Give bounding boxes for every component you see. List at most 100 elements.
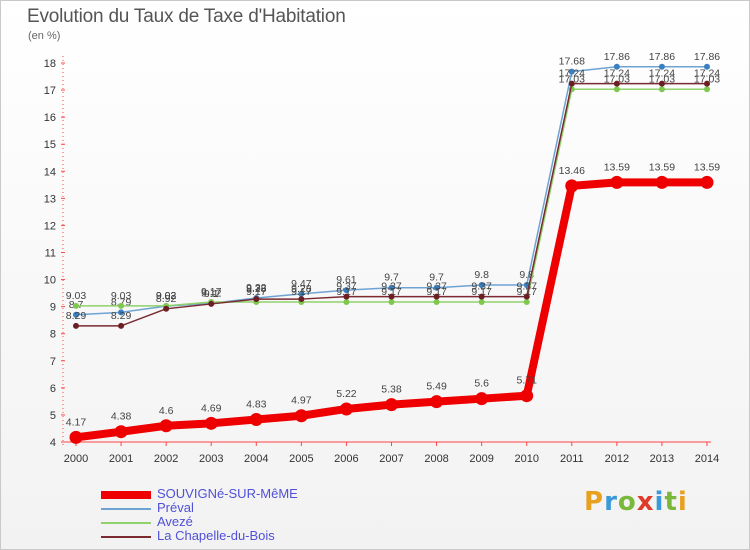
x-tick-label: 2001 xyxy=(109,453,133,465)
data-label: 4.6 xyxy=(159,405,174,417)
data-label: 9.17 xyxy=(516,286,537,298)
data-point xyxy=(565,179,579,193)
data-label: 9.17 xyxy=(246,286,267,298)
data-label: 17.86 xyxy=(604,51,630,63)
data-label: 9.17 xyxy=(336,286,357,298)
data-point xyxy=(73,302,79,309)
logo-letter: o xyxy=(617,487,637,517)
data-label: 17.24 xyxy=(604,68,630,80)
logo-letter: x xyxy=(636,487,655,517)
legend-item: Avezé xyxy=(101,514,401,529)
data-point xyxy=(478,299,485,306)
data-point xyxy=(73,322,79,329)
data-point xyxy=(430,395,444,409)
y-tick-label: 9 xyxy=(50,302,56,314)
data-label: 9.03 xyxy=(156,290,177,302)
data-point xyxy=(568,68,575,75)
data-label: 17.68 xyxy=(559,56,585,68)
data-point xyxy=(478,281,485,288)
data-point xyxy=(433,299,440,306)
y-tick-label: 10 xyxy=(44,275,56,287)
legend-label: SOUVIGNé-SUR-MêME xyxy=(157,486,298,501)
y-tick-label: 4 xyxy=(50,437,56,449)
data-point xyxy=(159,419,173,433)
data-point xyxy=(118,302,125,309)
data-label: 17.03 xyxy=(649,73,675,85)
data-label: 17.03 xyxy=(604,73,630,85)
data-point xyxy=(204,416,218,430)
legend-swatch xyxy=(101,522,151,524)
data-label: 17.86 xyxy=(649,51,675,63)
data-point xyxy=(655,175,669,189)
data-point xyxy=(658,86,665,93)
data-label: 13.59 xyxy=(694,161,720,173)
data-label: 9.28 xyxy=(291,283,312,295)
x-tick-label: 2014 xyxy=(695,453,719,465)
legend-item: Préval xyxy=(101,500,401,515)
data-label: 9.12 xyxy=(201,287,222,299)
legend-swatch xyxy=(101,491,151,499)
data-label: 9.61 xyxy=(336,274,357,286)
data-point xyxy=(388,284,395,291)
data-label: 9.02 xyxy=(156,290,177,302)
x-tick-label: 2013 xyxy=(650,453,674,465)
data-point xyxy=(339,402,353,416)
data-point xyxy=(298,290,305,297)
y-tick-label: 12 xyxy=(44,220,56,232)
data-label: 9.17 xyxy=(201,286,222,298)
x-tick-label: 2011 xyxy=(560,453,584,465)
data-label: 4.17 xyxy=(66,416,87,428)
data-label: 9.03 xyxy=(111,290,132,302)
data-label: 4.97 xyxy=(291,395,312,407)
data-label: 9.03 xyxy=(66,290,87,302)
data-point xyxy=(208,300,215,307)
data-point xyxy=(114,425,128,439)
logo-letter: r xyxy=(604,487,618,517)
data-label: 9.1 xyxy=(204,288,219,300)
y-tick-label: 17 xyxy=(44,85,56,97)
data-label: 13.59 xyxy=(649,161,675,173)
data-point xyxy=(613,86,620,93)
legend-item: SOUVIGNé-SUR-MêME xyxy=(101,486,401,501)
data-point xyxy=(118,322,125,329)
data-label: 17.24 xyxy=(559,68,585,80)
data-point xyxy=(700,175,714,189)
data-point xyxy=(610,175,624,189)
data-label: 17.24 xyxy=(649,68,675,80)
data-point xyxy=(523,299,530,306)
data-label: 9.37 xyxy=(381,281,402,293)
legend-swatch xyxy=(101,536,151,538)
data-label: 17.03 xyxy=(559,73,585,85)
data-point xyxy=(298,296,305,303)
data-point xyxy=(475,392,489,406)
data-point xyxy=(433,284,440,291)
data-point xyxy=(568,80,575,87)
data-point xyxy=(388,293,395,300)
y-unit-label: (en %) xyxy=(28,30,61,42)
data-point xyxy=(704,63,710,70)
y-tick-label: 8 xyxy=(50,329,56,341)
data-label: 5.38 xyxy=(381,384,402,396)
data-point xyxy=(69,430,83,444)
data-label: 9.32 xyxy=(246,282,267,294)
y-tick-label: 7 xyxy=(50,356,56,368)
proxiti-logo: Proxiti xyxy=(584,487,688,517)
data-label: 9.8 xyxy=(474,269,489,281)
data-label: 9.28 xyxy=(246,283,267,295)
data-label: 9.17 xyxy=(426,286,447,298)
data-label: 9.17 xyxy=(291,286,312,298)
data-point xyxy=(433,293,440,300)
data-point xyxy=(343,299,350,306)
data-point xyxy=(613,63,620,70)
data-point xyxy=(704,80,710,87)
data-label: 9.37 xyxy=(336,281,357,293)
data-label: 9.17 xyxy=(471,286,492,298)
legend-item: La Chapelle-du-Bois xyxy=(101,528,401,543)
data-label: 8.92 xyxy=(156,293,177,305)
data-point xyxy=(523,293,530,300)
y-tick-label: 16 xyxy=(44,112,56,124)
data-label: 5.22 xyxy=(336,388,357,400)
logo-letter: t xyxy=(664,487,678,517)
